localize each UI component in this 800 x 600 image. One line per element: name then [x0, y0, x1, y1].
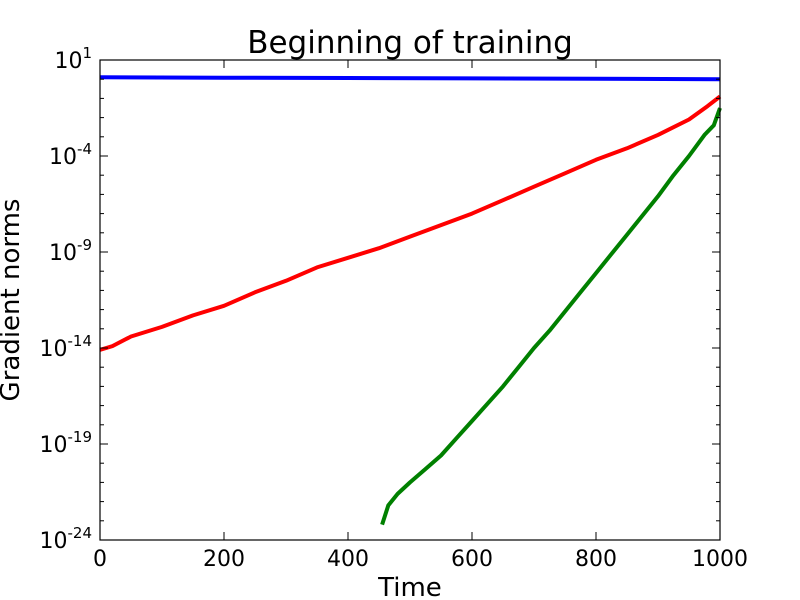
ticks-layer	[99, 59, 721, 541]
tick-labels-layer: 0 200 400 600 800 1000 101 10-4 10-9 10-14 10-19 10…	[40, 44, 749, 572]
y-tick-label: 101	[54, 44, 92, 74]
x-tick-label: 600	[451, 547, 493, 572]
y-tick-label: 10-4	[49, 140, 92, 170]
chart-title: Beginning of training	[247, 25, 573, 61]
y-tick-label: 10-14	[40, 332, 93, 362]
x-tick-label: 200	[203, 547, 245, 572]
y-tick-label: 10-19	[40, 428, 93, 458]
series-line-green	[380, 107, 722, 526]
series-line-blue	[99, 75, 721, 82]
x-tick-label: 0	[93, 547, 107, 572]
series-layer	[99, 75, 722, 526]
x-tick-label: 1000	[692, 547, 748, 572]
y-axis-label: Gradient norms	[0, 199, 26, 402]
y-tick-label: 10-9	[49, 236, 92, 266]
series-line-red	[99, 94, 722, 352]
x-tick-label: 400	[327, 547, 369, 572]
plot-frame	[99, 59, 721, 541]
x-tick-label: 800	[575, 547, 617, 572]
y-tick-label: 10-24	[40, 524, 93, 554]
x-axis-label: Time	[377, 573, 442, 600]
